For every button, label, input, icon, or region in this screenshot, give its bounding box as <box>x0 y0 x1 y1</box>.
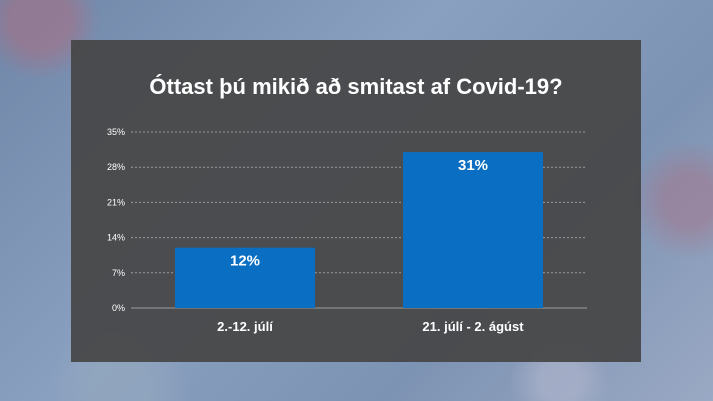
bar <box>175 247 315 308</box>
y-tick-label: 21% <box>107 197 125 207</box>
chart-panel: Óttast þú mikið að smitast af Covid-19? … <box>71 40 641 362</box>
x-tick-label: 2.-12. júlí <box>217 319 273 334</box>
chart-title: Óttast þú mikið að smitast af Covid-19? <box>149 74 563 99</box>
x-tick-label: 21. júlí - 2. ágúst <box>422 319 524 334</box>
y-tick-label: 7% <box>112 268 125 278</box>
y-tick-label: 28% <box>107 162 125 172</box>
y-tick-label: 35% <box>107 127 125 137</box>
bar <box>403 152 543 308</box>
y-tick-label: 0% <box>112 303 125 313</box>
y-tick-label: 14% <box>107 233 125 243</box>
data-label: 31% <box>458 157 488 174</box>
bar-chart: 0% 7% 14% 21% 28% 35% 12% 2.-12. júlí 31% 21. júl… <box>107 127 587 334</box>
data-label: 12% <box>230 253 260 270</box>
